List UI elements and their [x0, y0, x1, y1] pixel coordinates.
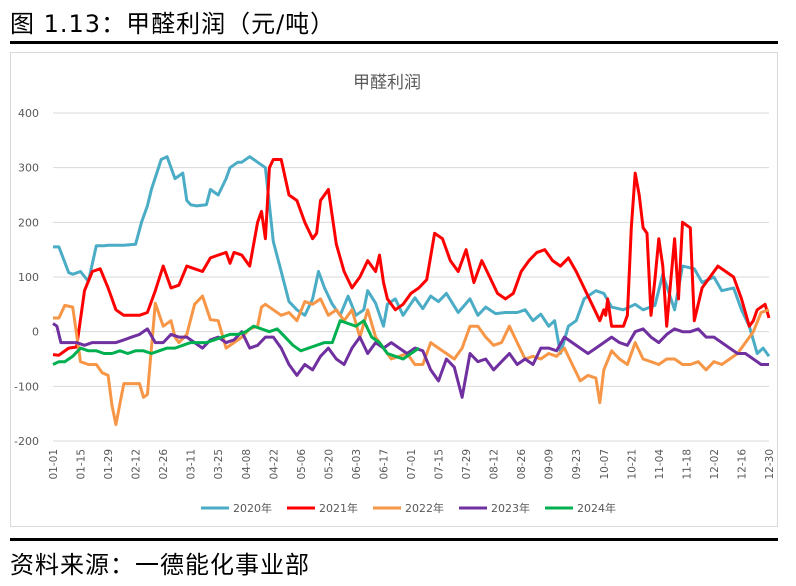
y-tick-label: 100	[18, 271, 39, 284]
x-tick-label: 05-06	[296, 449, 308, 480]
x-tick-label: 11-18	[681, 449, 693, 480]
series-line-2022	[53, 294, 770, 427]
y-tick-label: 300	[18, 162, 39, 175]
x-tick-label: 07-15	[434, 449, 446, 480]
series-line-2024	[52, 319, 420, 366]
x-axis-tick-labels: 01-01 01-15 01-29 02-12 02-26 03-11 03-25 04-08…	[48, 449, 776, 480]
x-tick-label: 12-16	[736, 449, 748, 480]
legend-label: 2024年	[577, 501, 616, 515]
y-tick-label: -200	[14, 435, 39, 448]
series-line-2021	[52, 158, 771, 357]
x-tick-label: 09-09	[544, 449, 556, 480]
x-tick-label: 04-22	[268, 449, 280, 480]
top-rule	[10, 41, 778, 44]
legend-label: 2022年	[405, 501, 444, 515]
x-tick-label: 06-03	[351, 449, 363, 480]
y-tick-label: 200	[18, 216, 39, 229]
x-tick-label: 10-07	[599, 449, 611, 480]
x-tick-label: 01-01	[48, 449, 60, 480]
series-line-2020	[53, 155, 771, 358]
y-tick-label: 400	[18, 107, 39, 120]
legend-label: 2021年	[319, 501, 358, 515]
x-tick-label: 09-23	[571, 449, 583, 480]
chart-frame: 甲醛利润 -200 -100 0 100 200 300 400 01-01 01-15 01-…	[10, 52, 778, 527]
legend-label: 2023年	[491, 501, 530, 515]
x-tick-label: 06-17	[378, 449, 390, 480]
figure-title: 图 1.13：甲醛利润（元/吨）	[10, 10, 336, 38]
y-tick-label: 0	[32, 326, 39, 339]
x-tick-label: 07-29	[461, 449, 473, 480]
x-tick-label: 04-08	[241, 449, 253, 480]
series-lines	[52, 155, 771, 427]
x-tick-label: 02-12	[131, 449, 143, 480]
source-note: 资料来源：一德能化事业部	[10, 551, 310, 579]
x-tick-label: 10-21	[626, 449, 638, 480]
y-axis-tick-labels: -200 -100 0 100 200 300 400	[14, 107, 39, 448]
legend-label: 2020年	[233, 501, 272, 515]
x-tick-label: 11-04	[654, 449, 666, 480]
x-tick-label: 08-26	[516, 449, 528, 480]
y-tick-label: -100	[14, 380, 39, 393]
x-tick-label: 05-20	[323, 449, 335, 480]
x-tick-label: 01-15	[76, 449, 88, 480]
x-tick-label: 03-11	[186, 449, 198, 480]
x-tick-label: 02-26	[158, 449, 170, 480]
legend: 2020年 2021年 2022年 2023年 2024年	[201, 501, 616, 515]
x-tick-label: 12-02	[709, 449, 721, 480]
bottom-rule	[10, 538, 778, 541]
x-tick-label: 07-01	[406, 449, 418, 480]
x-tick-label: 08-12	[489, 449, 501, 480]
chart-title: 甲醛利润	[353, 73, 421, 93]
series-line-2023	[52, 322, 769, 399]
x-tick-label: 01-29	[103, 449, 115, 480]
x-tick-label: 12-30	[764, 449, 776, 480]
x-tick-label: 03-25	[213, 449, 225, 480]
